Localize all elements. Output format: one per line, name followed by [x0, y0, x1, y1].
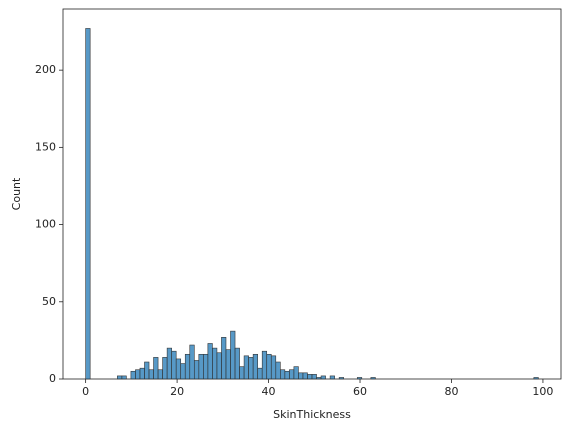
bar — [135, 369, 141, 380]
bar — [370, 377, 376, 380]
y-tick-label: 200 — [35, 63, 56, 76]
bar — [184, 353, 191, 380]
bar — [216, 352, 222, 380]
bar — [270, 355, 277, 380]
bar — [175, 358, 182, 380]
bar — [207, 343, 213, 380]
x-tick-label: 60 — [353, 385, 367, 398]
bar — [275, 361, 281, 380]
bar — [130, 370, 136, 380]
bar — [316, 377, 322, 380]
bar — [148, 369, 154, 380]
y-tick-label: 50 — [42, 295, 56, 308]
bar — [121, 375, 127, 380]
bar — [289, 369, 295, 380]
bar — [261, 350, 268, 380]
bar — [225, 349, 231, 380]
y-axis-label: Count — [10, 177, 23, 210]
bar — [221, 337, 227, 380]
bar — [298, 372, 304, 380]
bar — [302, 372, 308, 380]
bar — [139, 367, 145, 380]
bar — [189, 344, 195, 380]
bar — [356, 377, 363, 380]
bar — [153, 357, 159, 380]
bar — [293, 366, 299, 380]
bar — [311, 374, 317, 380]
bar — [85, 28, 91, 380]
bar — [338, 377, 344, 380]
x-tick-label: 80 — [444, 385, 458, 398]
bar — [284, 370, 290, 380]
y-tick-label: 0 — [49, 372, 56, 385]
bar — [203, 353, 209, 380]
bar — [239, 366, 245, 380]
x-axis-label: SkinThickness — [273, 408, 351, 421]
bar — [320, 375, 326, 380]
bar — [157, 369, 163, 380]
bar — [234, 347, 240, 380]
bar — [162, 357, 168, 380]
bar — [212, 347, 218, 380]
y-tick-label: 150 — [35, 140, 56, 153]
x-tick-label: 40 — [262, 385, 276, 398]
bar — [193, 360, 200, 380]
bar — [307, 374, 313, 380]
x-tick-label: 20 — [170, 385, 184, 398]
bar — [144, 361, 150, 380]
bar — [257, 367, 263, 380]
bar — [329, 375, 335, 380]
bar — [252, 353, 258, 380]
bar — [198, 353, 204, 380]
bar — [280, 369, 286, 380]
bar — [171, 350, 177, 380]
y-tick-label: 100 — [35, 218, 56, 231]
bar — [248, 357, 254, 380]
bar — [117, 375, 123, 380]
bar — [230, 330, 236, 380]
plot-frame — [62, 8, 562, 380]
bar — [166, 347, 172, 380]
bar — [533, 377, 539, 380]
x-tick-label: 0 — [82, 385, 89, 398]
bar — [180, 363, 186, 380]
bar — [243, 355, 249, 380]
x-tick-label: 100 — [532, 385, 553, 398]
bar — [266, 353, 272, 380]
